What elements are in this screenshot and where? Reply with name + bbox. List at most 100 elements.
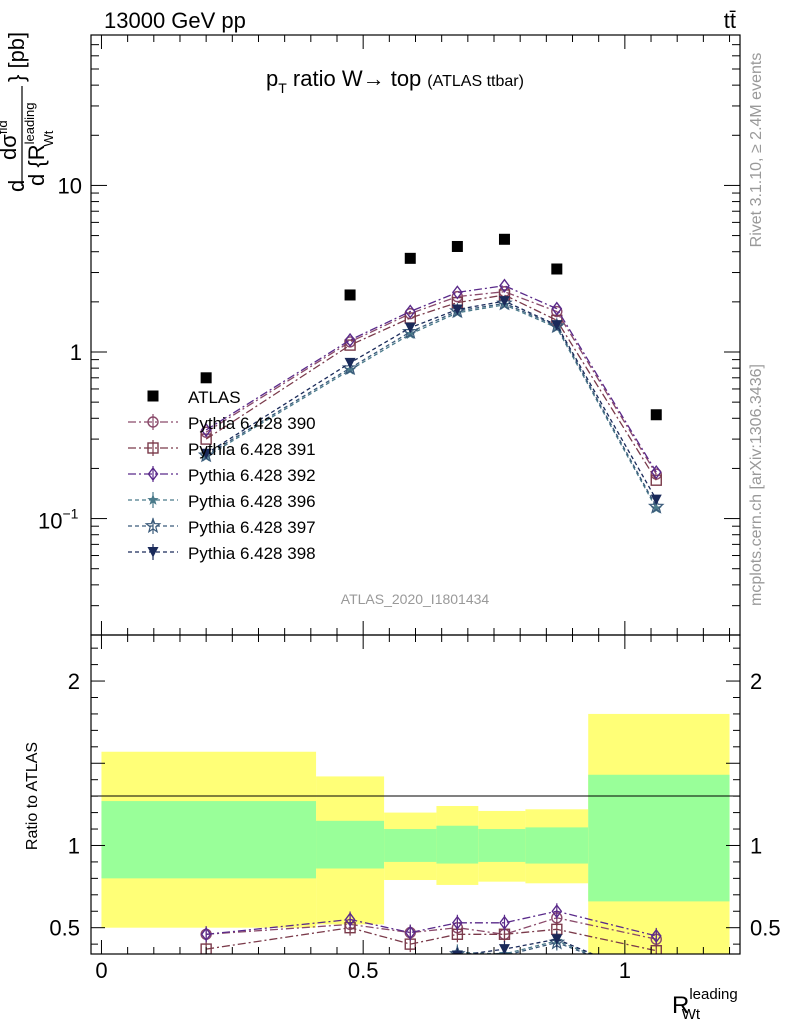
legend-marker	[147, 416, 159, 428]
ratio-point	[405, 972, 416, 983]
legend-marker	[147, 547, 159, 558]
ratio-ytick-label-right: 2	[750, 669, 762, 694]
xtick-label: 0.5	[348, 958, 379, 983]
ratio-point	[200, 927, 212, 942]
xtick-label: 0	[95, 958, 107, 983]
ylabel-den-sup: leading	[22, 102, 37, 144]
data-point	[344, 332, 356, 348]
data-point	[344, 289, 356, 301]
xtick-label: 1	[619, 958, 631, 983]
data-point	[404, 322, 416, 334]
series-0	[200, 233, 662, 421]
ytick-exp: −1	[62, 506, 78, 522]
data-point	[499, 278, 510, 293]
data-point	[451, 290, 464, 303]
data-point	[200, 422, 212, 438]
ratio-y-axis-label: Ratio to ATLAS	[24, 742, 41, 850]
ratio-point	[651, 975, 662, 986]
ratio-point	[650, 973, 663, 986]
data-point	[404, 328, 416, 339]
ratio-point	[405, 971, 416, 982]
ratio-point	[651, 974, 662, 985]
title-p: p	[266, 66, 278, 91]
ratio-ytick-label-right: 0.5	[750, 916, 781, 941]
data-point	[344, 339, 356, 351]
ratio-point	[498, 944, 510, 954]
legend-marker	[147, 390, 159, 402]
legend-marker	[144, 517, 162, 534]
green-band	[316, 820, 385, 869]
data-point	[551, 301, 563, 316]
green-band	[384, 829, 437, 862]
legend-label: Pythia 6.428 397	[188, 518, 316, 537]
ratio-series-2	[200, 903, 662, 944]
ratio-point	[404, 925, 416, 940]
ylabel-denominator: d {Rleading Wt	[22, 102, 56, 186]
ratio-point	[344, 912, 356, 927]
main-y-axis-label: d dσfid d {Rleading Wt } [pb]	[0, 32, 56, 192]
legend-marker	[147, 494, 159, 505]
data-point	[404, 304, 416, 319]
ytick-label: 1	[70, 340, 82, 365]
ylabel-num-sup: fid	[0, 120, 10, 134]
legend-entry: Pythia 6.428 397	[128, 517, 316, 537]
data-point	[551, 263, 563, 275]
ylabel-numerator: dσfid	[0, 120, 21, 160]
ratio-ytick-label-right: 1	[750, 833, 762, 858]
ylabel-den: d {R	[24, 144, 49, 186]
data-point	[650, 474, 662, 486]
legend-entry: Pythia 6.428 396	[128, 492, 316, 511]
main-panel-series	[197, 233, 665, 514]
ylabel-num: dσ	[0, 134, 21, 160]
legend-marker	[147, 466, 159, 482]
ylabel-d: d	[4, 180, 29, 192]
data-point	[451, 304, 463, 315]
data-point	[200, 448, 212, 460]
ratio-point	[449, 945, 466, 954]
series-3	[200, 278, 662, 480]
series-6	[200, 296, 662, 506]
header-energy-label: 13000 GeV pp	[104, 8, 246, 33]
ratio-uncertainty-bands	[101, 713, 730, 954]
data-point	[344, 357, 356, 369]
legend-entry: Pythia 6.428 391	[128, 440, 316, 459]
legend-label: ATLAS	[188, 388, 241, 407]
ratio-ytick-label: 0.5	[49, 916, 80, 941]
legend-entry: ATLAS	[147, 388, 241, 407]
data-point	[401, 323, 419, 339]
main-title: pT ratio W→ top (ATLAS ttbar)	[266, 66, 524, 96]
green-band	[525, 827, 589, 864]
ratio-point	[451, 950, 463, 954]
data-point	[200, 433, 212, 445]
data-point	[451, 285, 463, 300]
ratio-panel-series	[200, 903, 663, 986]
legend-entry: Pythia 6.428 398	[128, 544, 316, 563]
ratio-point	[551, 934, 563, 945]
green-band	[588, 774, 730, 902]
green-band	[101, 801, 317, 879]
data-point	[344, 364, 356, 375]
ratio-point	[201, 972, 212, 983]
analysis-label: ATLAS_2020_I1801434	[341, 591, 490, 607]
ratio-point	[200, 943, 212, 954]
ytick-base: 10	[38, 509, 62, 534]
ratio-ytick-label: 2	[68, 669, 80, 694]
data-point	[650, 494, 662, 506]
ratio-point	[200, 971, 212, 982]
ytick-label: 10−1	[38, 506, 79, 534]
green-band	[478, 829, 526, 862]
data-point	[647, 497, 665, 514]
xlabel-sup: leading	[689, 986, 737, 1003]
xlabel-main: R	[672, 992, 689, 1019]
data-point	[200, 372, 212, 384]
data-point	[498, 233, 510, 245]
legend: ATLAS Pythia 6.428 390 Pythia 6.428 391 Pyt…	[128, 388, 316, 563]
ratio-point	[650, 928, 662, 944]
data-point	[650, 409, 662, 421]
ratio-point	[499, 915, 510, 930]
legend-label: Pythia 6.428 398	[188, 544, 316, 563]
x-axis-label: Rleading Wt	[672, 986, 738, 1023]
side-rivet-label: Rivet 3.1.10, ≥ 2.4M events	[748, 53, 765, 248]
